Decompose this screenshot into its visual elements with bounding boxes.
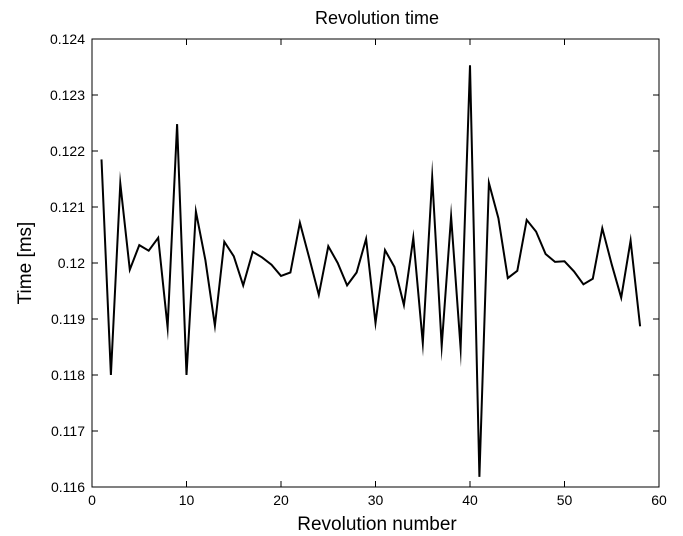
x-tick-label: 60	[651, 492, 667, 508]
axes-frame	[91, 38, 660, 488]
chart-title: Revolution time	[315, 8, 439, 28]
x-tick-label: 50	[557, 492, 573, 508]
y-tick-label: 0.122	[50, 143, 85, 159]
x-axis-title: Revolution number	[297, 514, 457, 535]
y-tick-label: 0.118	[51, 367, 85, 383]
y-tick-label: 0.116	[51, 479, 85, 495]
plot-area: 0 10 20 30 40 50 60 0.116 0.117 0.118 0.119 0.12 0.1…	[50, 31, 667, 508]
y-tick-label: 0.117	[51, 423, 85, 439]
y-tick-label: 0.124	[50, 31, 85, 47]
x-tick-label: 0	[88, 492, 96, 508]
y-tick-label: 0.123	[50, 87, 85, 103]
y-tick-label: 0.121	[50, 199, 85, 215]
x-tick-label: 40	[462, 492, 478, 508]
series-line	[100, 65, 642, 477]
x-tick-label: 30	[368, 492, 384, 508]
x-tick-label: 20	[273, 492, 289, 508]
y-tick-label: 0.12	[58, 255, 85, 271]
y-tick-label: 0.119	[51, 311, 85, 327]
y-axis-title: Time [ms]	[15, 222, 36, 305]
x-tick-label: 10	[179, 492, 195, 508]
